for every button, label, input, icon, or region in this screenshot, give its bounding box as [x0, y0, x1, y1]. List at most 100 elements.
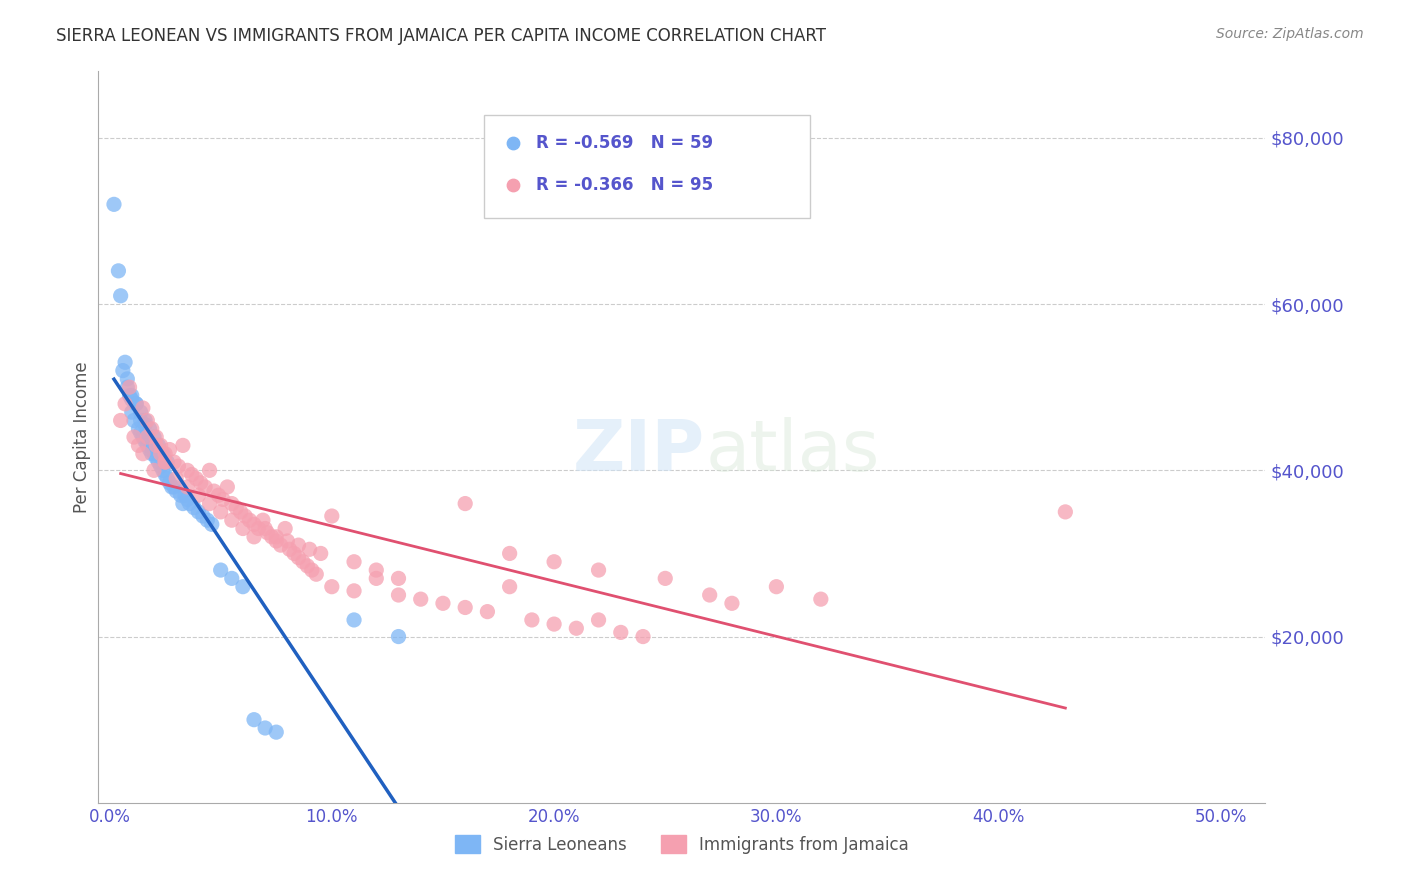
Point — [565, 621, 588, 635]
Point — [121, 388, 143, 402]
Point — [153, 467, 176, 482]
Point — [298, 542, 321, 557]
Point — [498, 546, 520, 560]
Point — [387, 571, 409, 585]
Point — [232, 521, 254, 535]
Point — [297, 558, 319, 573]
Point — [169, 488, 191, 502]
Point — [134, 417, 156, 432]
Point — [122, 413, 145, 427]
Point — [132, 447, 155, 461]
Point — [179, 497, 201, 511]
Point — [153, 447, 176, 461]
Point — [187, 505, 209, 519]
Point — [256, 525, 278, 540]
Point — [254, 521, 277, 535]
Point — [309, 546, 332, 560]
Legend: Sierra Leoneans, Immigrants from Jamaica: Sierra Leoneans, Immigrants from Jamaica — [449, 829, 915, 860]
Point — [221, 513, 243, 527]
Point — [127, 438, 149, 452]
Point — [138, 442, 160, 457]
Text: atlas: atlas — [706, 417, 880, 486]
Point — [117, 372, 139, 386]
Point — [243, 530, 266, 544]
Point — [454, 600, 477, 615]
Point — [194, 480, 217, 494]
Point — [118, 380, 141, 394]
Point — [432, 596, 454, 610]
Point — [121, 392, 143, 407]
Point — [1054, 505, 1077, 519]
Point — [209, 563, 232, 577]
Point — [243, 517, 266, 532]
Point — [198, 497, 221, 511]
Point — [264, 530, 287, 544]
Point — [160, 480, 183, 494]
Point — [143, 430, 166, 444]
Point — [343, 613, 366, 627]
Point — [129, 413, 152, 427]
Point — [287, 550, 309, 565]
Point — [174, 488, 197, 502]
Point — [153, 455, 176, 469]
Point — [138, 422, 160, 436]
Point — [183, 500, 205, 515]
Point — [145, 438, 167, 452]
Point — [149, 447, 172, 461]
Point — [201, 517, 224, 532]
Point — [136, 430, 159, 444]
Point — [887, 796, 910, 810]
Point — [132, 430, 155, 444]
Point — [190, 475, 212, 490]
Text: R = -0.569   N = 59: R = -0.569 N = 59 — [536, 134, 713, 152]
Point — [176, 492, 198, 507]
Point — [195, 513, 218, 527]
Point — [118, 388, 141, 402]
Point — [233, 509, 256, 524]
Point — [520, 613, 543, 627]
Point — [239, 513, 262, 527]
Point — [172, 438, 194, 452]
Point — [129, 425, 152, 440]
Point — [145, 450, 167, 465]
Point — [141, 447, 163, 461]
Point — [103, 197, 125, 211]
Point — [301, 563, 323, 577]
Point — [252, 513, 274, 527]
Point — [129, 405, 152, 419]
Point — [152, 463, 174, 477]
Point — [143, 463, 166, 477]
Point — [125, 397, 148, 411]
Point — [260, 530, 283, 544]
Point — [278, 542, 301, 557]
Point — [176, 480, 198, 494]
Point — [221, 497, 243, 511]
Point — [167, 459, 190, 474]
Point — [287, 538, 309, 552]
Point — [114, 355, 136, 369]
Point — [810, 592, 832, 607]
Point — [229, 505, 252, 519]
Point — [321, 580, 343, 594]
Point — [191, 509, 214, 524]
Point — [343, 583, 366, 598]
Point — [765, 580, 787, 594]
Point — [127, 422, 149, 436]
Point — [114, 397, 136, 411]
Point — [209, 505, 232, 519]
Point — [243, 713, 266, 727]
Point — [631, 630, 654, 644]
Point — [125, 397, 148, 411]
Point — [186, 472, 208, 486]
Point — [117, 380, 139, 394]
Point — [143, 447, 166, 461]
Point — [477, 605, 499, 619]
Point — [141, 422, 163, 436]
Point — [122, 430, 145, 444]
Point — [232, 580, 254, 594]
Point — [887, 796, 910, 810]
Point — [156, 472, 179, 486]
Point — [121, 405, 143, 419]
Point — [202, 484, 225, 499]
Point — [610, 625, 633, 640]
